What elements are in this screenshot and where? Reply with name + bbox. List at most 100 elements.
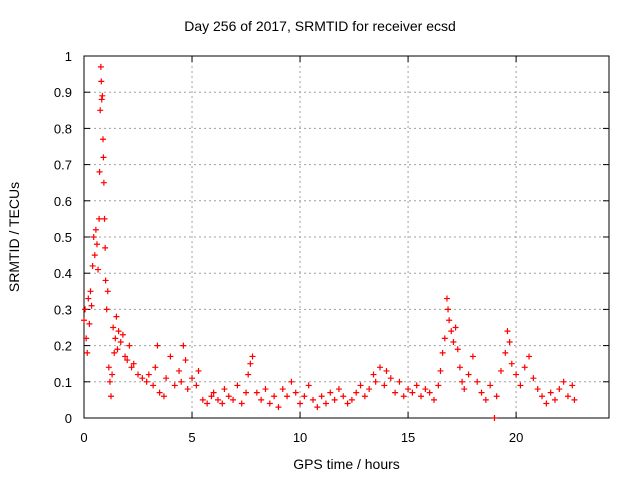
data-point (176, 367, 183, 374)
data-point (521, 364, 528, 371)
data-point (109, 371, 116, 378)
x-tick-label: 5 (188, 430, 195, 445)
data-point (318, 393, 325, 400)
data-point (381, 382, 388, 389)
data-point (104, 288, 111, 295)
data-point (400, 393, 407, 400)
data-point (547, 389, 554, 396)
data-point (245, 371, 252, 378)
data-point (405, 386, 412, 393)
data-point (564, 393, 571, 400)
data-point (95, 266, 102, 273)
data-point (110, 324, 117, 331)
data-point (108, 393, 115, 400)
data-point (392, 389, 399, 396)
data-point (409, 389, 416, 396)
data-point (230, 396, 237, 403)
data-point (493, 393, 500, 400)
data-point (301, 393, 308, 400)
data-point (163, 375, 170, 382)
data-point (249, 353, 256, 360)
data-point (96, 168, 103, 175)
data-point (478, 389, 485, 396)
data-point (221, 386, 228, 393)
data-point (292, 389, 299, 396)
data-point (160, 393, 167, 400)
data-point (491, 415, 498, 421)
data-point (502, 349, 509, 356)
data-point (340, 393, 347, 400)
data-point (526, 353, 533, 360)
data-point (504, 328, 511, 335)
x-tick-label: 10 (293, 430, 307, 445)
data-point (103, 306, 110, 313)
data-point (219, 400, 226, 407)
data-point (322, 400, 329, 407)
data-point (199, 396, 206, 403)
data-point (97, 63, 104, 70)
data-point (331, 396, 338, 403)
data-point (119, 331, 126, 338)
data-point (437, 367, 444, 374)
data-point (150, 382, 157, 389)
data-point (98, 96, 105, 103)
data-point (117, 338, 124, 345)
data-point (258, 396, 265, 403)
data-point (145, 371, 152, 378)
y-tick-label: 0.9 (54, 85, 72, 100)
data-point (431, 396, 437, 403)
data-point (448, 328, 455, 335)
data-point (101, 215, 108, 222)
data-point (370, 371, 377, 378)
data-point (361, 393, 368, 400)
data-point (426, 389, 433, 396)
data-point (452, 324, 459, 331)
data-point (184, 386, 191, 393)
data-point (135, 371, 142, 378)
data-point (193, 382, 200, 389)
data-point (253, 389, 260, 396)
y-tick-label: 0.1 (54, 375, 72, 390)
data-point (152, 364, 159, 371)
data-point (100, 154, 107, 161)
y-tick-label: 0.3 (54, 302, 72, 317)
data-point (98, 78, 105, 85)
data-point (396, 378, 403, 385)
grid-lines (84, 56, 609, 418)
data-point (556, 386, 563, 393)
data-point (314, 404, 321, 411)
data-point (105, 364, 112, 371)
data-point (89, 262, 96, 269)
y-tick-label: 0.7 (54, 158, 72, 173)
data-point (247, 360, 254, 367)
data-point (100, 136, 107, 143)
data-point (189, 375, 196, 382)
data-point (543, 400, 550, 407)
data-point (551, 396, 558, 403)
data-point (112, 335, 119, 342)
data-point (100, 179, 107, 186)
y-tick-label: 0.5 (54, 230, 72, 245)
data-point (454, 346, 461, 353)
data-point (178, 378, 185, 385)
y-tick-label: 0.6 (54, 194, 72, 209)
data-point (82, 306, 89, 313)
data-point (234, 382, 241, 389)
y-tick-label: 0 (65, 411, 72, 426)
data-point (262, 386, 269, 393)
data-point (508, 360, 515, 367)
data-point (84, 349, 91, 356)
data-point (310, 396, 317, 403)
data-point (335, 386, 342, 393)
data-point (450, 338, 457, 345)
data-point (111, 349, 118, 356)
data-point (238, 400, 245, 407)
axis-ticks: 0 5 10 15 20 0 0.1 0.2 0.3 0.4 0.5 0.6 0.7 0.8 0.9 1 (54, 49, 609, 445)
data-point (465, 371, 472, 378)
y-tick-label: 0.2 (54, 339, 72, 354)
data-point (383, 367, 390, 374)
data-point (441, 335, 448, 342)
data-point (357, 382, 364, 389)
x-tick-label: 0 (80, 430, 87, 445)
data-point (83, 335, 90, 342)
